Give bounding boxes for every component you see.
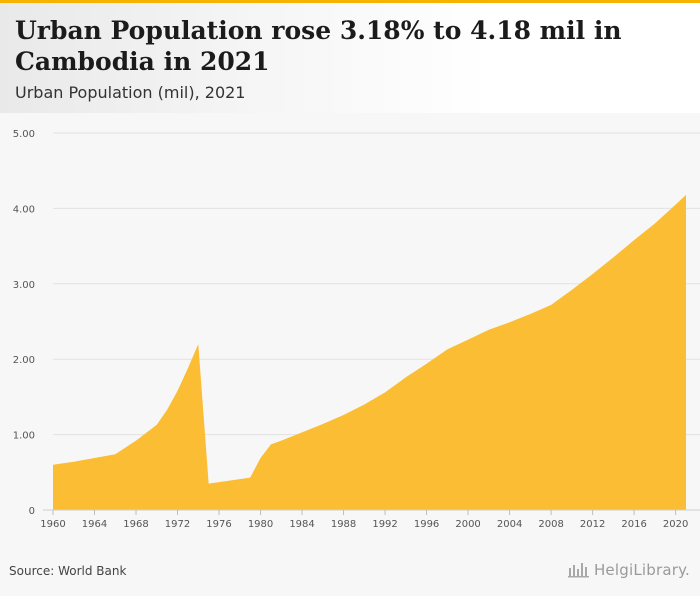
x-tick-label: 1972 xyxy=(165,519,190,530)
area-chart: 0 1.00 2.00 3.00 4.00 5.00 1960 1964 1968 1972 197… xyxy=(13,129,700,530)
x-tick-label: 1964 xyxy=(82,519,107,530)
chart-footer: Source: World Bank HelgiLibrary. xyxy=(0,549,700,596)
x-tick-label: 1984 xyxy=(289,519,314,530)
x-tick-label: 1976 xyxy=(206,519,231,530)
x-tick-label: 1960 xyxy=(40,519,65,530)
chart-header: Urban Population rose 3.18% to 4.18 mil … xyxy=(0,0,700,113)
x-tick-label: 1988 xyxy=(331,519,356,530)
y-tick-label: 5.00 xyxy=(13,129,35,140)
chart-subtitle: Urban Population (mil), 2021 xyxy=(15,83,246,102)
x-tick-label: 2016 xyxy=(621,519,646,530)
source-label: Source: World Bank xyxy=(9,564,127,578)
brand-name: HelgiLibrary. xyxy=(593,561,690,579)
x-tick-label: 2008 xyxy=(538,519,563,530)
x-tick-label: 2004 xyxy=(497,519,522,530)
x-tick-label: 1992 xyxy=(372,519,397,530)
y-tick-label: 4.00 xyxy=(13,204,35,215)
y-tick-label: 3.00 xyxy=(13,280,35,291)
x-tick-label: 2012 xyxy=(580,519,605,530)
y-tick-label: 0 xyxy=(29,506,35,517)
x-tick-label: 1996 xyxy=(414,519,439,530)
axes: 0 1.00 2.00 3.00 4.00 5.00 1960 1964 1968 1972 197… xyxy=(13,129,700,530)
brand-logo[interactable]: HelgiLibrary. xyxy=(567,561,690,579)
x-tick-label: 2000 xyxy=(455,519,480,530)
chart-title: Urban Population rose 3.18% to 4.18 mil … xyxy=(15,16,622,76)
area-series xyxy=(53,194,686,510)
x-tick-label: 1968 xyxy=(123,519,148,530)
library-icon xyxy=(567,563,589,578)
area-fill xyxy=(53,194,686,510)
y-tick-label: 1.00 xyxy=(13,431,35,442)
x-tick-label: 1980 xyxy=(248,519,273,530)
y-tick-label: 2.00 xyxy=(13,355,35,366)
x-tick-label: 2020 xyxy=(663,519,688,530)
